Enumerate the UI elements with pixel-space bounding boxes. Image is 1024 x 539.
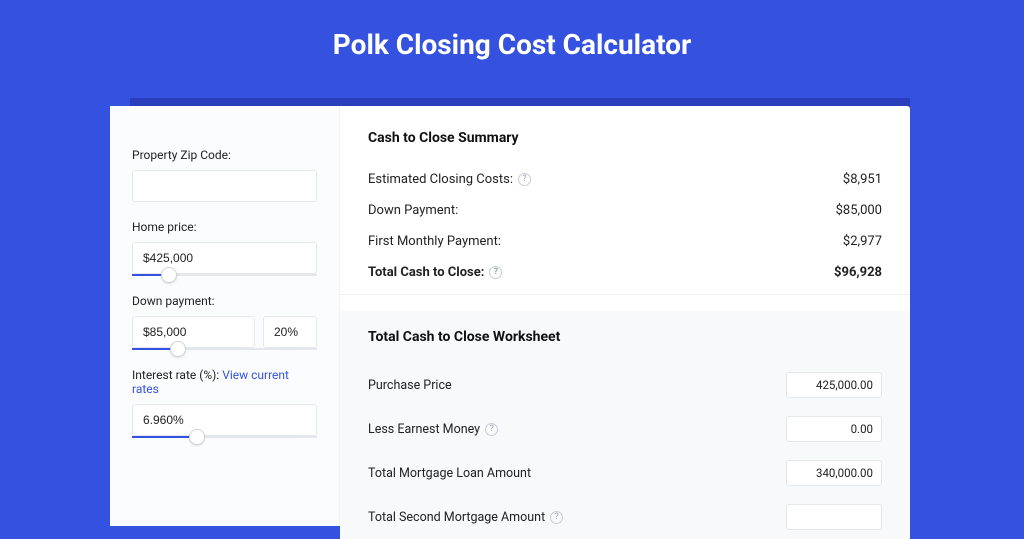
summary-row: Estimated Closing Costs: ? $8,951 <box>368 164 882 195</box>
worksheet-value[interactable] <box>786 504 882 530</box>
worksheet-label-text: Total Mortgage Loan Amount <box>368 466 531 481</box>
down-payment-input[interactable] <box>132 316 255 348</box>
down-payment-field-group: Down payment: <box>132 294 317 350</box>
summary-value: $2,977 <box>843 234 882 249</box>
home-price-field-group: Home price: <box>132 220 317 276</box>
worksheet-label-text: Less Earnest Money <box>368 422 480 437</box>
summary-value: $85,000 <box>836 203 882 218</box>
interest-slider[interactable] <box>132 436 317 438</box>
page-title: Polk Closing Cost Calculator <box>0 0 1024 83</box>
help-icon[interactable]: ? <box>550 511 563 524</box>
summary-heading: Cash to Close Summary <box>368 130 882 146</box>
summary-label-text: Estimated Closing Costs: <box>368 172 513 187</box>
summary-row: First Monthly Payment: $2,977 <box>368 226 882 257</box>
inputs-panel: Property Zip Code: Home price: Down paym… <box>110 106 340 526</box>
help-icon[interactable]: ? <box>485 423 498 436</box>
worksheet-value[interactable]: 0.00 <box>786 416 882 442</box>
down-payment-pct-input[interactable] <box>263 316 317 348</box>
zip-input[interactable] <box>132 170 317 202</box>
home-price-input[interactable] <box>132 242 317 274</box>
down-payment-label: Down payment: <box>132 294 317 308</box>
interest-slider-thumb[interactable] <box>189 429 205 445</box>
interest-label: Interest rate (%): View current rates <box>132 368 317 396</box>
down-payment-slider-thumb[interactable] <box>170 341 186 357</box>
help-icon[interactable]: ? <box>489 266 502 279</box>
worksheet-panel: Total Cash to Close Worksheet Purchase P… <box>340 311 910 539</box>
down-payment-slider[interactable] <box>132 348 317 350</box>
summary-label-text: Down Payment: <box>368 203 458 218</box>
summary-value: $8,951 <box>843 172 882 187</box>
interest-label-text: Interest rate (%): <box>132 368 222 382</box>
summary-total-label: Total Cash to Close: <box>368 265 484 280</box>
worksheet-row: Less Earnest Money ? 0.00 <box>368 407 882 451</box>
help-icon[interactable]: ? <box>518 173 531 186</box>
home-price-slider-thumb[interactable] <box>161 267 177 283</box>
worksheet-value[interactable]: 425,000.00 <box>786 372 882 398</box>
interest-input[interactable] <box>132 404 317 436</box>
results-panel: Cash to Close Summary Estimated Closing … <box>340 106 910 526</box>
interest-slider-fill <box>132 436 197 438</box>
summary-label-text: First Monthly Payment: <box>368 234 501 249</box>
worksheet-row: Total Second Mortgage Amount ? <box>368 495 882 539</box>
worksheet-row: Purchase Price 425,000.00 <box>368 363 882 407</box>
summary-total-value: $96,928 <box>834 265 882 280</box>
worksheet-value[interactable]: 340,000.00 <box>786 460 882 486</box>
home-price-slider[interactable] <box>132 274 317 276</box>
zip-field-group: Property Zip Code: <box>132 148 317 202</box>
summary-row: Down Payment: $85,000 <box>368 195 882 226</box>
zip-label: Property Zip Code: <box>132 148 317 162</box>
worksheet-row: Total Mortgage Loan Amount 340,000.00 <box>368 451 882 495</box>
worksheet-label-text: Purchase Price <box>368 378 452 393</box>
summary-total-row: Total Cash to Close: ? $96,928 <box>368 257 882 288</box>
home-price-label: Home price: <box>132 220 317 234</box>
worksheet-heading: Total Cash to Close Worksheet <box>368 329 882 345</box>
calculator-card: Property Zip Code: Home price: Down paym… <box>110 106 910 526</box>
interest-field-group: Interest rate (%): View current rates <box>132 368 317 438</box>
divider <box>340 294 910 295</box>
